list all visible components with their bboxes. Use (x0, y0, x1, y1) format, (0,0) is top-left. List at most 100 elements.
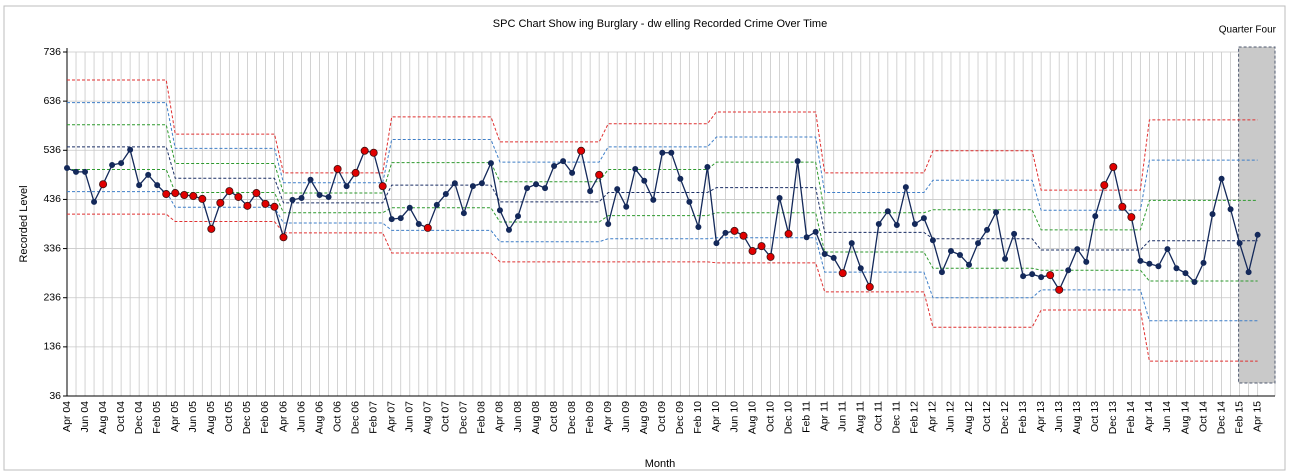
data-point (343, 183, 350, 190)
y-tick-label: 136 (43, 341, 61, 353)
x-tick-label: Dec 11 (891, 401, 903, 434)
x-tick-label: Feb 07 (367, 401, 379, 434)
x-tick-label: Dec 04 (133, 401, 145, 434)
data-point (650, 196, 657, 203)
data-point (1029, 271, 1036, 278)
data-point (1020, 273, 1027, 280)
x-tick-label: Oct 07 (440, 401, 452, 432)
data-point (938, 269, 945, 276)
data-point (1245, 269, 1252, 276)
x-tick-label: Aug 06 (313, 401, 325, 434)
data-point (1227, 206, 1234, 213)
flagged-point (423, 223, 432, 232)
x-tick-label: Apr 14 (1143, 401, 1155, 432)
data-point (1191, 278, 1198, 285)
flagged-point (838, 269, 847, 278)
x-tick-label: Apr 05 (169, 401, 181, 432)
data-point (848, 240, 855, 247)
flagged-point (369, 148, 378, 157)
data-point (812, 228, 819, 235)
data-point (64, 164, 71, 171)
flagged-point (351, 168, 360, 177)
x-tick-label: Jun 10 (728, 401, 740, 433)
flagged-point (1109, 162, 1118, 171)
data-point (569, 169, 576, 176)
data-point (605, 220, 612, 227)
data-point (1092, 213, 1099, 220)
data-point (587, 188, 594, 195)
control-limit-line (67, 102, 1258, 211)
data-point (442, 191, 449, 198)
x-tick-label: Oct 10 (764, 401, 776, 432)
x-tick-label: Oct 12 (981, 401, 993, 432)
x-tick-label: Oct 11 (873, 401, 885, 431)
x-tick-label: Jun 09 (620, 401, 632, 433)
data-point (136, 182, 143, 189)
flagged-point (360, 146, 369, 155)
x-tick-label: Jun 13 (1053, 401, 1065, 433)
data-point (1254, 231, 1261, 238)
data-point (984, 226, 991, 233)
x-tick-label: Jun 11 (837, 401, 849, 432)
flagged-point (730, 226, 739, 235)
flagged-point (1046, 271, 1055, 280)
x-tick-label: Jun 08 (512, 401, 524, 433)
data-point (551, 163, 558, 170)
data-point (614, 186, 621, 193)
y-tick-label: 436 (43, 193, 61, 205)
data-point (109, 162, 116, 169)
data-point (857, 265, 864, 272)
x-tick-label: Aug 11 (855, 401, 867, 434)
data-point (560, 158, 567, 165)
y-tick-label: 736 (43, 46, 61, 58)
data-point (686, 198, 693, 205)
x-tick-label: Aug 05 (205, 401, 217, 434)
data-point (993, 209, 1000, 216)
x-tick-label: Feb 15 (1233, 401, 1245, 434)
x-tick-label: Apr 07 (386, 401, 398, 432)
x-tick-label: Apr 12 (927, 401, 939, 432)
y-tick-label: 36 (49, 390, 61, 402)
x-tick-label: Aug 12 (963, 401, 975, 434)
flagged-point (180, 191, 189, 200)
data-point (884, 208, 891, 215)
data-point (496, 207, 503, 214)
data-point (704, 163, 711, 170)
data-point (1182, 270, 1189, 277)
data-point (1200, 259, 1207, 266)
x-tick-label: Apr 09 (602, 401, 614, 432)
data-point (397, 215, 404, 222)
x-tick-label: Jun 14 (1161, 401, 1173, 433)
flagged-point (577, 146, 586, 155)
data-point (469, 183, 476, 190)
x-tick-label: Oct 04 (115, 401, 127, 432)
x-tick-label: Aug 08 (530, 401, 542, 434)
x-tick-label: Apr 15 (1251, 401, 1263, 432)
data-point (975, 240, 982, 247)
flagged-point (748, 247, 757, 256)
x-tick-label: Dec 06 (349, 401, 361, 434)
control-limit-line (67, 146, 1258, 251)
x-tick-label: Oct 05 (223, 401, 235, 432)
data-point (118, 160, 125, 167)
data-point (91, 198, 98, 205)
x-tick-label: Feb 08 (476, 401, 488, 434)
data-point (911, 220, 918, 227)
x-tick-label: Oct 08 (548, 401, 560, 432)
data-point (695, 223, 702, 230)
data-point (947, 248, 954, 255)
flagged-point (333, 164, 342, 173)
x-tick-label: Aug 04 (97, 401, 109, 434)
data-point (956, 251, 963, 258)
data-point (668, 149, 675, 156)
data-point (415, 220, 422, 227)
x-tick-label: Jun 06 (295, 401, 307, 433)
data-point (722, 229, 729, 236)
data-point (1011, 230, 1018, 237)
control-limit-line (67, 213, 1258, 362)
data-point (821, 250, 828, 257)
data-point (145, 171, 152, 178)
data-point (1074, 246, 1081, 253)
data-point (803, 234, 810, 241)
x-tick-label: Apr 10 (710, 401, 722, 432)
